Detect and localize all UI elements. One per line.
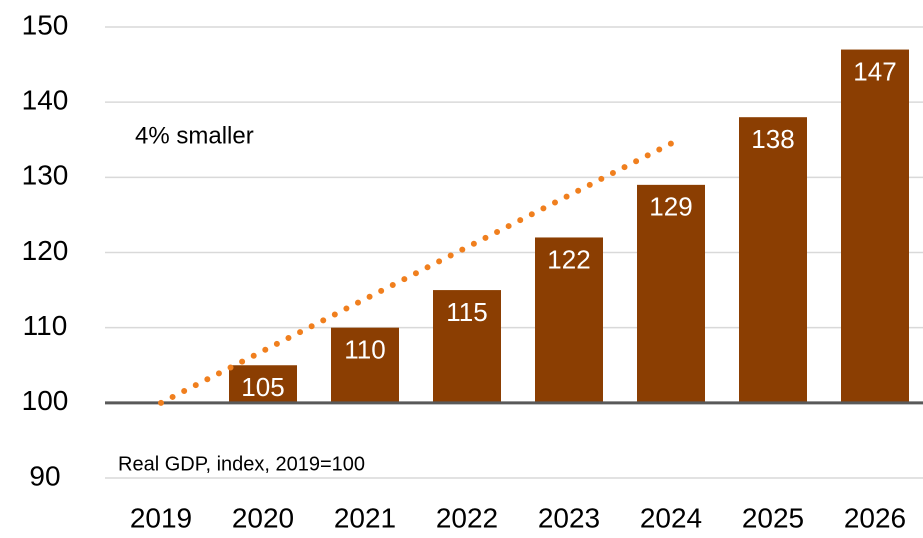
y-tick-label: 110 [23,310,68,341]
value-label: 138 [751,124,794,154]
y-tick-label: 90 [29,460,60,491]
y-tick-label: 130 [22,160,69,191]
bar [637,184,705,403]
x-tick-label: 2019 [130,502,192,533]
x-tick-label: 2021 [334,502,396,533]
x-tick-label: 2026 [844,502,906,533]
x-tick-label: 2023 [538,502,600,533]
value-label: 122 [547,244,590,274]
bar [229,365,297,403]
annotation: Real GDP, index, 2019=100 [118,453,365,475]
bar [739,117,807,403]
bar [535,237,603,403]
x-tick-label: 2020 [232,502,294,533]
value-label: 110 [344,335,385,365]
annotation: 4% smaller [135,122,254,149]
bar [433,290,501,403]
y-tick-label: 120 [22,235,69,266]
value-label: 129 [649,192,692,222]
x-tick-label: 2024 [640,502,702,533]
y-tick-label: 140 [22,85,69,116]
x-tick-label: 2022 [436,502,498,533]
bar [331,327,399,403]
y-tick-label: 150 [22,9,69,40]
y-tick-label: 100 [22,385,69,416]
bar [841,49,909,403]
value-label: 115 [446,297,487,327]
trend-line [158,140,674,406]
value-label: 147 [853,56,896,86]
value-label: 105 [241,372,284,402]
x-tick-label: 2025 [742,502,804,533]
